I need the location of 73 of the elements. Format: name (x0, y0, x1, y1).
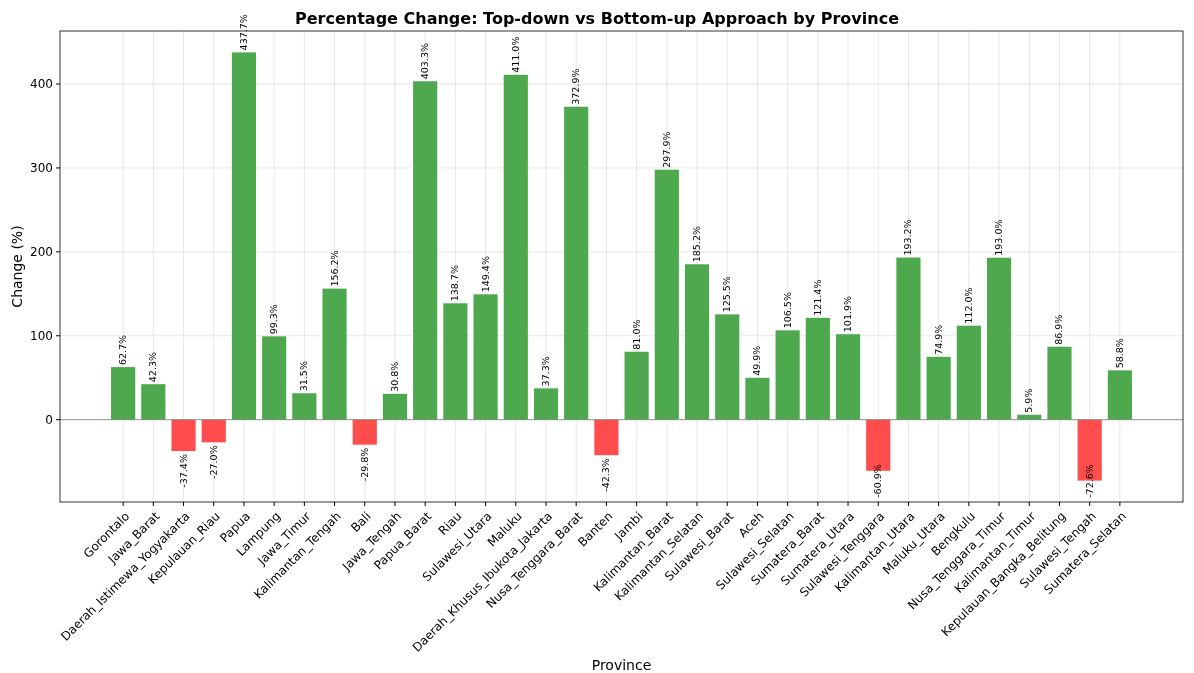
data-label: 99.3% (268, 304, 280, 335)
data-label: 62.7% (117, 334, 129, 366)
data-label: 106.5% (781, 292, 793, 329)
bar (473, 294, 498, 420)
data-label: -42.3% (600, 458, 612, 492)
data-label: 81.0% (630, 319, 642, 350)
bar (956, 325, 981, 420)
bar (382, 393, 408, 420)
bar (896, 257, 921, 420)
bar (926, 356, 951, 420)
data-label: 5.9% (1023, 388, 1035, 413)
bar (322, 288, 347, 420)
data-label: 112.0% (962, 287, 974, 324)
bar (986, 257, 1012, 420)
data-label: 149.4% (479, 256, 491, 293)
y-tick-label: 0 (45, 412, 53, 427)
x-axis-title: Province (591, 657, 652, 673)
bar (684, 264, 710, 420)
bar (231, 52, 257, 420)
bar (775, 330, 800, 420)
data-label: 193.0% (993, 219, 1005, 256)
bar (292, 393, 317, 420)
bar (262, 336, 287, 420)
y-tick-label: 300 (30, 161, 53, 176)
bar (1107, 370, 1132, 420)
bar (141, 384, 166, 420)
data-label: 403.3% (419, 43, 431, 80)
data-label: 297.9% (660, 131, 672, 168)
bar (564, 106, 589, 420)
data-label: 156.2% (328, 250, 340, 287)
data-label: -60.9% (872, 464, 884, 498)
data-label: 411.0% (509, 36, 521, 73)
bar (352, 419, 377, 445)
data-label: 86.9% (1053, 314, 1065, 345)
data-label: 121.4% (811, 279, 823, 316)
data-label: 437.7% (237, 14, 249, 51)
chart-title: Percentage Change: Top-down vs Bottom-up Approach by Province (294, 9, 900, 28)
data-label: 37.3% (539, 356, 551, 387)
data-label: 138.7% (449, 265, 461, 302)
bar (503, 74, 528, 420)
bar (805, 317, 830, 420)
bar (171, 419, 196, 452)
bar (835, 334, 861, 420)
bar (533, 388, 559, 420)
bar (715, 314, 740, 420)
data-label: -27.0% (207, 445, 219, 479)
data-label: -72.6% (1083, 464, 1095, 498)
data-label: 49.9% (751, 345, 763, 376)
bar (654, 169, 679, 420)
data-label: -37.4% (177, 454, 189, 488)
y-tick-label: 100 (30, 328, 53, 343)
bar (745, 377, 770, 420)
bar (624, 351, 649, 420)
data-label: 31.5% (298, 361, 310, 392)
bar (413, 81, 438, 420)
bar (594, 419, 619, 456)
data-label: 372.9% (570, 68, 582, 105)
y-tick-label: 400 (30, 77, 53, 92)
y-tick-label: 200 (30, 245, 53, 260)
data-label: 42.3% (147, 352, 159, 383)
bar (443, 303, 468, 420)
data-label: 193.2% (902, 219, 914, 256)
data-label: 74.9% (932, 324, 944, 355)
y-axis-title: Change (%) (9, 225, 25, 308)
bar (111, 367, 136, 420)
data-label: 30.8% (388, 361, 400, 392)
data-label: 58.8% (1113, 338, 1125, 369)
data-label: 125.5% (721, 276, 733, 313)
data-label: -29.8% (358, 447, 370, 482)
data-label: 185.2% (691, 226, 703, 263)
bar (201, 419, 226, 443)
data-label: 101.9% (842, 295, 854, 333)
bar (1047, 346, 1072, 420)
